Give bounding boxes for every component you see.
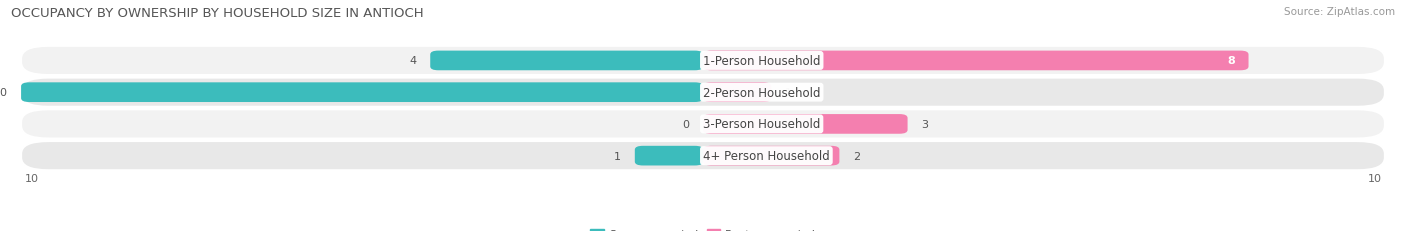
Text: 10: 10 [1368, 173, 1382, 183]
Text: OCCUPANCY BY OWNERSHIP BY HOUSEHOLD SIZE IN ANTIOCH: OCCUPANCY BY OWNERSHIP BY HOUSEHOLD SIZE… [11, 7, 423, 20]
Text: 1: 1 [614, 151, 621, 161]
Legend: Owner-occupied, Renter-occupied: Owner-occupied, Renter-occupied [586, 225, 820, 231]
FancyBboxPatch shape [21, 78, 1385, 107]
Text: 3-Person Household: 3-Person Household [703, 118, 820, 131]
Text: 1: 1 [785, 88, 792, 98]
FancyBboxPatch shape [21, 47, 1385, 76]
Text: 3: 3 [921, 119, 928, 129]
FancyBboxPatch shape [636, 146, 703, 166]
Text: 2: 2 [853, 151, 860, 161]
Text: 10: 10 [24, 173, 38, 183]
Text: 2-Person Household: 2-Person Household [703, 86, 821, 99]
FancyBboxPatch shape [21, 110, 1385, 139]
Text: 0: 0 [682, 119, 689, 129]
Text: 8: 8 [1227, 56, 1234, 66]
Text: 1-Person Household: 1-Person Household [703, 55, 821, 68]
Text: Source: ZipAtlas.com: Source: ZipAtlas.com [1284, 7, 1395, 17]
FancyBboxPatch shape [703, 83, 772, 103]
Text: 10: 10 [0, 88, 7, 98]
FancyBboxPatch shape [21, 141, 1385, 170]
FancyBboxPatch shape [703, 51, 1249, 71]
FancyBboxPatch shape [703, 115, 908, 134]
FancyBboxPatch shape [430, 51, 703, 71]
Text: 4: 4 [409, 56, 416, 66]
FancyBboxPatch shape [703, 146, 839, 166]
FancyBboxPatch shape [21, 83, 703, 103]
Text: 4+ Person Household: 4+ Person Household [703, 149, 830, 162]
